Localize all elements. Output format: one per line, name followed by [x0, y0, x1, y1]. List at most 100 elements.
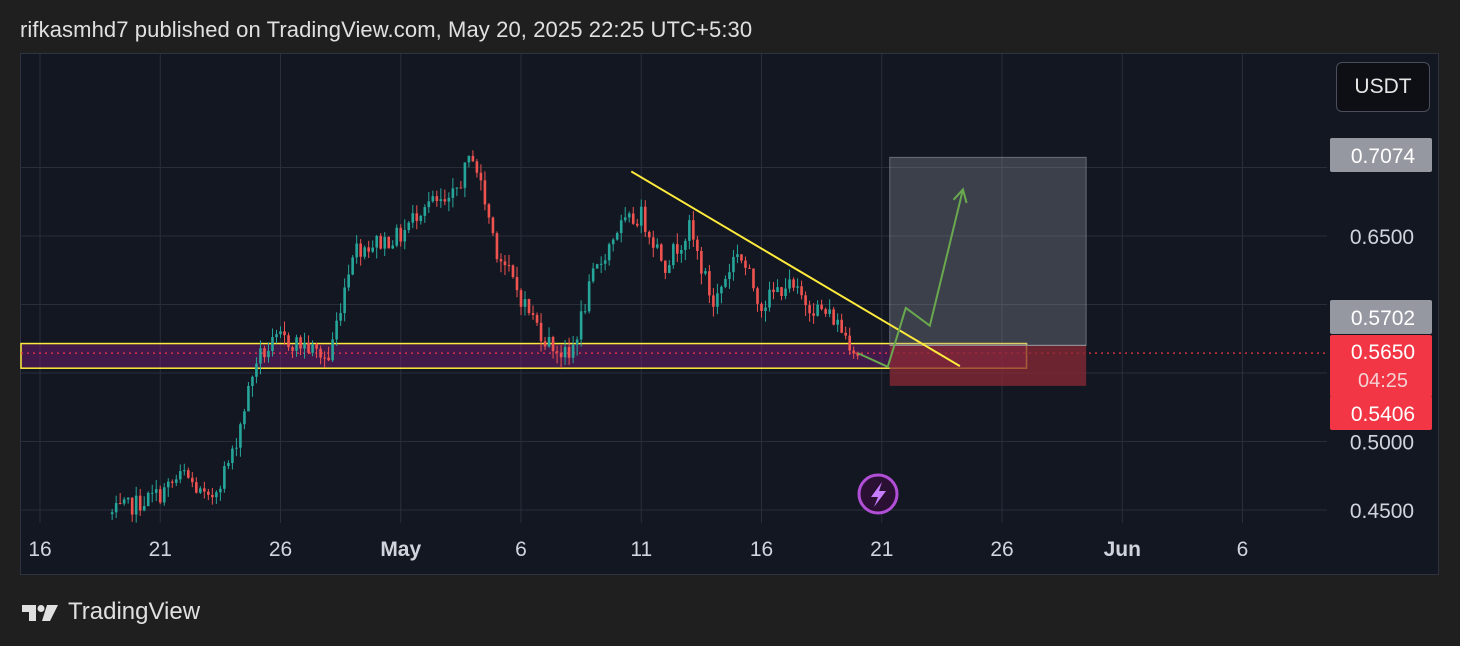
- candle: [243, 411, 246, 425]
- candle: [619, 220, 623, 234]
- candle: [331, 339, 334, 361]
- candle: [595, 264, 599, 269]
- candle: [459, 187, 463, 189]
- candle: [375, 236, 378, 248]
- candle: [479, 172, 483, 181]
- candle: [740, 254, 743, 261]
- candle: [623, 217, 627, 221]
- candle: [563, 346, 567, 358]
- candle: [655, 244, 659, 248]
- currency-button[interactable]: USDT: [1336, 62, 1430, 112]
- candle: [371, 247, 374, 252]
- candle: [716, 293, 719, 307]
- candle: [712, 295, 715, 307]
- candle: [559, 352, 563, 358]
- candle: [455, 187, 459, 189]
- candle: [311, 343, 314, 353]
- price-labels: 0.7074 0.5702 0.5650 04:25 0.5406: [1330, 138, 1432, 430]
- candle: [427, 201, 431, 208]
- drawings: [630, 170, 968, 515]
- tradingview-brand: TradingView: [68, 598, 201, 625]
- time-tick-label: 16: [750, 538, 773, 561]
- countdown-label: 04:25: [1358, 370, 1408, 392]
- candle: [764, 307, 767, 311]
- candle: [247, 385, 250, 412]
- candle: [756, 288, 759, 304]
- candle: [126, 497, 130, 500]
- candle: [359, 243, 362, 257]
- candle: [239, 424, 242, 448]
- tradingview-logo-icon: [22, 605, 58, 621]
- candle: [515, 277, 519, 291]
- publish-header: rifkasmhd7 published on TradingView.com,…: [20, 17, 753, 42]
- candle: [555, 351, 559, 353]
- candle: [451, 188, 455, 198]
- candle: [499, 259, 503, 262]
- candle: [207, 491, 210, 495]
- candle: [720, 286, 723, 294]
- lightning-bolt: [871, 482, 886, 507]
- candle: [591, 268, 595, 282]
- candle: [327, 357, 330, 361]
- candle: [355, 243, 358, 258]
- candle: [415, 213, 419, 222]
- candle: [511, 265, 515, 278]
- candle: [760, 303, 763, 311]
- candle: [796, 286, 799, 288]
- candle: [363, 247, 366, 257]
- candle: [387, 236, 391, 249]
- candle: [639, 206, 643, 226]
- candle: [146, 492, 150, 507]
- candle: [259, 348, 262, 364]
- candle: [263, 348, 266, 358]
- candle: [607, 244, 611, 261]
- candle: [291, 347, 294, 351]
- candle: [647, 231, 651, 238]
- candle: [227, 463, 230, 467]
- candle: [339, 313, 342, 321]
- candle: [664, 260, 667, 273]
- candle: [158, 489, 162, 503]
- candle: [134, 495, 138, 515]
- candle: [287, 335, 290, 348]
- candle: [659, 244, 663, 261]
- chart-panel[interactable]: [20, 53, 1439, 575]
- candle: [684, 240, 687, 250]
- time-tick-label: 6: [515, 538, 527, 561]
- time-tick-label: 26: [269, 538, 292, 561]
- time-tick-label: May: [380, 538, 421, 561]
- candle: [162, 487, 166, 503]
- candle: [191, 477, 194, 483]
- grid: [21, 54, 1327, 523]
- candle: [808, 305, 811, 314]
- support-zone-box: [20, 342, 1028, 369]
- candle: [696, 239, 699, 251]
- candle: [170, 481, 174, 483]
- candle: [467, 155, 471, 163]
- candle: [347, 274, 350, 288]
- candle: [519, 290, 523, 307]
- candle: [523, 299, 527, 307]
- candle: [836, 319, 839, 325]
- candle: [343, 287, 346, 314]
- candle: [130, 497, 134, 515]
- candle: [399, 227, 403, 242]
- candle: [567, 346, 571, 358]
- candle: [150, 492, 154, 494]
- tradingview-logo[interactable]: TradingView: [20, 598, 200, 626]
- candle: [627, 213, 631, 218]
- candle: [267, 351, 270, 358]
- candle: [812, 313, 815, 316]
- candle: [736, 254, 739, 258]
- candle: [571, 344, 575, 358]
- candle: [752, 268, 755, 289]
- candle: [203, 488, 206, 492]
- target-price-label: 0.7074: [1351, 145, 1416, 168]
- candle: [219, 488, 222, 493]
- candle: [283, 331, 286, 336]
- candle: [495, 233, 499, 260]
- candle: [676, 244, 679, 254]
- candle: [844, 332, 847, 336]
- candle: [323, 357, 326, 359]
